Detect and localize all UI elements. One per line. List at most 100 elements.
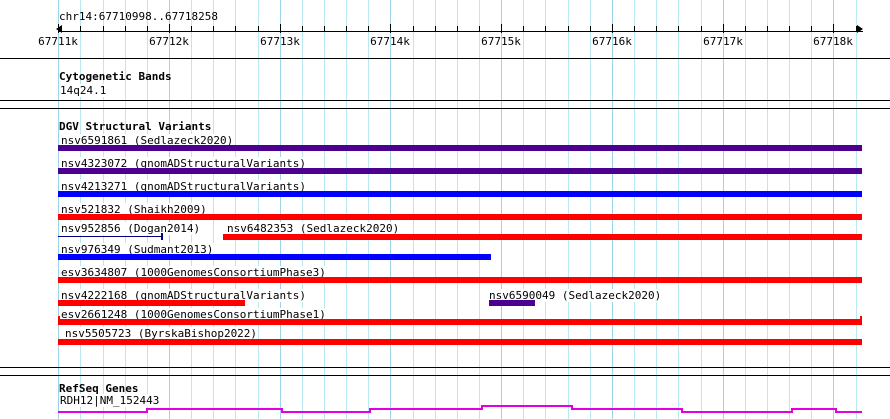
variant-bar[interactable] xyxy=(58,145,862,151)
ruler-tick xyxy=(745,26,746,32)
grid-line-minor xyxy=(435,0,436,419)
grid-line-minor xyxy=(856,0,857,419)
variant-track-label[interactable]: nsv6591861 (Sedlazeck2020) xyxy=(60,134,235,147)
ruler-tick xyxy=(767,26,768,32)
ruler-tick xyxy=(346,26,347,32)
cytoband-label[interactable]: 14q24.1 xyxy=(59,84,108,97)
ruler-tick xyxy=(590,26,591,32)
variant-bar[interactable] xyxy=(58,277,862,283)
grid-line-minor xyxy=(324,0,325,419)
ruler-tick xyxy=(435,26,436,32)
ruler-tick xyxy=(258,26,259,32)
variant-track-label[interactable]: nsv521832 (Shaikh2009) xyxy=(60,203,208,216)
variant-bar[interactable] xyxy=(58,339,862,345)
variant-bar[interactable] xyxy=(58,300,245,306)
variant-track-label[interactable]: nsv6590049 (Sedlazeck2020) xyxy=(488,289,663,302)
gene-intron-riser xyxy=(146,408,148,413)
gene-exon-segment[interactable] xyxy=(571,408,681,410)
ruler-tick xyxy=(501,24,502,33)
variant-track-label[interactable]: nsv952856 (Dogan2014) xyxy=(60,222,202,235)
ruler-tick xyxy=(413,26,414,32)
grid-line-minor xyxy=(523,0,524,419)
ruler-tick-label: 67713k xyxy=(260,35,300,48)
gene-exon-segment[interactable] xyxy=(835,411,862,413)
gene-exon-segment[interactable] xyxy=(146,408,281,410)
variant-track-label[interactable]: esv3634807 (1000GenomesConsortiumPhase3) xyxy=(60,266,327,279)
ruler-tick xyxy=(545,26,546,32)
variant-bar[interactable] xyxy=(58,191,862,197)
ruler-tick xyxy=(390,24,391,33)
ruler-tick xyxy=(147,26,148,32)
gene-intron-riser xyxy=(481,405,483,410)
grid-line-major xyxy=(723,0,724,419)
grid-line-minor xyxy=(789,0,790,419)
ruler-tick xyxy=(811,26,812,32)
ruler-tick-label: 67716k xyxy=(592,35,632,48)
grid-line-minor xyxy=(346,0,347,419)
gene-label[interactable]: RDH12|NM_152443 xyxy=(59,394,161,407)
ruler-tick xyxy=(191,26,192,32)
variant-track-label[interactable]: nsv5505723 (ByrskaBishop2022) xyxy=(64,327,259,340)
gene-exon-segment[interactable] xyxy=(281,411,369,413)
ruler-tick xyxy=(280,24,281,33)
variant-track-label[interactable]: esv2661248 (1000GenomesConsortiumPhase1) xyxy=(60,308,327,321)
grid-line-minor xyxy=(767,0,768,419)
variant-bar[interactable] xyxy=(58,214,862,220)
variant-track-label[interactable]: nsv4323072 (gnomADStructuralVariants) xyxy=(60,157,308,170)
gene-intron-riser xyxy=(571,405,573,410)
grid-line-minor xyxy=(368,0,369,419)
refseq-section-title: RefSeq Genes xyxy=(59,382,139,395)
grid-line-major xyxy=(833,0,834,419)
grid-line-minor xyxy=(656,0,657,419)
gene-exon-segment[interactable] xyxy=(369,408,481,410)
gene-exon-segment[interactable] xyxy=(681,411,791,413)
gene-intron-riser xyxy=(791,408,793,413)
ruler-tick xyxy=(612,24,613,33)
grid-line-major xyxy=(58,0,59,419)
variant-track-label[interactable]: nsv4213271 (gnomADStructuralVariants) xyxy=(60,180,308,193)
arrow-right-icon[interactable] xyxy=(857,25,863,33)
ruler-tick xyxy=(701,26,702,32)
ruler-tick-label: 67717k xyxy=(703,35,743,48)
variant-track-label[interactable]: nsv976349 (Sudmant2013) xyxy=(60,243,215,256)
gene-intron-riser xyxy=(681,408,683,413)
variant-endpoint-cap xyxy=(161,233,163,240)
ruler-tick xyxy=(568,26,569,32)
grid-line-minor xyxy=(701,0,702,419)
ruler-tick xyxy=(125,26,126,32)
variant-bar[interactable] xyxy=(58,319,862,325)
gene-exon-segment[interactable] xyxy=(481,405,571,407)
gene-intron-riser xyxy=(281,408,283,413)
grid-line-minor xyxy=(811,0,812,419)
variant-bar[interactable] xyxy=(58,168,862,174)
variant-bar[interactable] xyxy=(58,254,491,260)
ruler-tick xyxy=(523,26,524,32)
ruler-tick xyxy=(169,24,170,33)
ruler-tick xyxy=(634,26,635,32)
section-divider-refseq-top xyxy=(0,375,890,376)
variant-bar[interactable] xyxy=(58,236,163,237)
arrow-left-icon[interactable] xyxy=(56,25,62,33)
variant-bar[interactable] xyxy=(223,234,862,240)
grid-line-minor xyxy=(479,0,480,419)
grid-line-minor xyxy=(258,0,259,419)
ruler-tick xyxy=(213,26,214,32)
locus-label: chr14:67710998..67718258 xyxy=(59,10,218,23)
grid-line-minor xyxy=(413,0,414,419)
grid-line-minor xyxy=(745,0,746,419)
grid-line-minor xyxy=(590,0,591,419)
grid-line-minor xyxy=(302,0,303,419)
dgv-section-title: DGV Structural Variants xyxy=(59,120,212,133)
gene-intron-riser xyxy=(369,408,371,413)
variant-track-label[interactable]: nsv4222168 (gnomADStructuralVariants) xyxy=(60,289,308,302)
ruler-tick xyxy=(833,24,834,33)
grid-line-minor xyxy=(545,0,546,419)
section-divider-dgv-bottom xyxy=(0,367,890,368)
gene-exon-segment[interactable] xyxy=(791,408,835,410)
gene-exon-segment[interactable] xyxy=(58,411,146,413)
variant-bar[interactable] xyxy=(489,300,535,306)
ruler-tick xyxy=(789,26,790,32)
ruler-tick-label: 67718k xyxy=(813,35,853,48)
variant-track-label[interactable]: nsv6482353 (Sedlazeck2020) xyxy=(226,222,401,235)
